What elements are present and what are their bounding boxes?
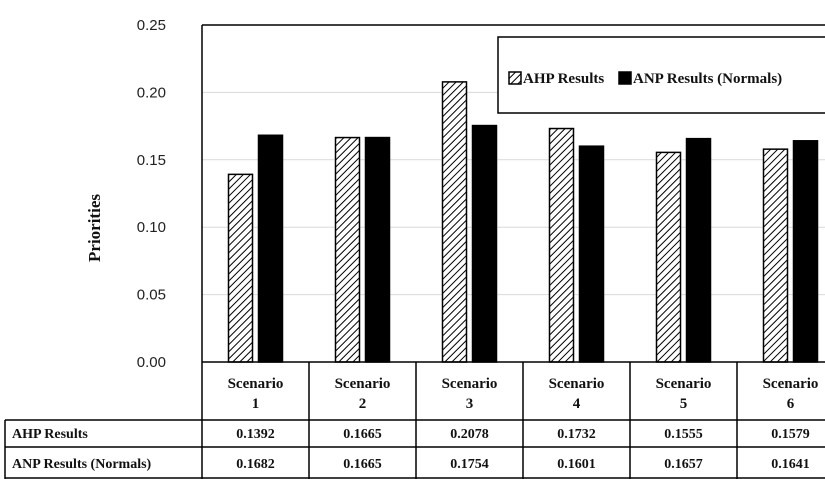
data-label: 0.1682 xyxy=(236,457,275,472)
y-tick-labels: 0.00 0.05 0.10 0.15 0.20 0.25 xyxy=(137,17,166,371)
x-tick-label: 2 xyxy=(359,396,367,412)
bar xyxy=(685,137,712,363)
y-tick-label: 0.10 xyxy=(137,219,166,236)
data-label: 0.1579 xyxy=(771,427,810,442)
bar xyxy=(334,136,361,363)
bar xyxy=(227,173,254,363)
x-tick-label: 6 xyxy=(787,396,795,412)
legend-label: ANP Results (Normals) xyxy=(633,71,782,87)
data-label: 0.2078 xyxy=(450,427,489,442)
data-label: 0.1665 xyxy=(343,427,382,442)
data-label: 0.1601 xyxy=(557,457,596,472)
y-tick-label: 0.00 xyxy=(137,354,166,371)
x-tick-label: Scenario xyxy=(656,376,712,392)
x-tick-label: Scenario xyxy=(442,376,498,392)
legend-swatch xyxy=(508,71,522,85)
bar xyxy=(792,140,819,363)
bars xyxy=(227,81,819,363)
data-table: Scenario 1 Scenario 2 Scenario 3 Scenario 4 Scen… xyxy=(4,362,825,479)
y-tick-label: 0.25 xyxy=(137,17,166,34)
data-label: 0.1665 xyxy=(343,457,382,472)
bar xyxy=(364,136,391,363)
table-row-label: AHP Results xyxy=(12,427,88,442)
x-tick-label: 1 xyxy=(252,396,260,412)
x-tick-label: Scenario xyxy=(549,376,605,392)
data-label: 0.1754 xyxy=(450,457,489,472)
bar xyxy=(762,148,789,363)
x-tick-label: 3 xyxy=(466,396,474,412)
x-tick-label: 5 xyxy=(680,396,688,412)
y-axis-label: Priorities xyxy=(85,194,104,262)
x-tick-label: Scenario xyxy=(763,376,819,392)
data-label: 0.1641 xyxy=(771,457,810,472)
data-label: 0.1732 xyxy=(557,427,596,442)
bar xyxy=(578,145,605,363)
bar xyxy=(471,124,498,363)
legend-label: AHP Results xyxy=(523,71,604,87)
bar xyxy=(655,151,682,363)
x-tick-label: Scenario xyxy=(335,376,391,392)
legend: AHP Results ANP Results (Normals) xyxy=(497,36,825,114)
legend-box xyxy=(497,36,825,114)
data-label: 0.1657 xyxy=(664,457,703,472)
bar xyxy=(548,127,575,363)
table-row-label: ANP Results (Normals) xyxy=(12,457,152,472)
x-tick-label: Scenario xyxy=(228,376,284,392)
y-tick-label: 0.05 xyxy=(137,287,166,304)
legend-swatch xyxy=(618,71,632,85)
bar xyxy=(441,81,468,363)
data-label: 0.1555 xyxy=(664,427,703,442)
y-tick-label: 0.15 xyxy=(137,152,166,169)
data-label: 0.1392 xyxy=(236,427,275,442)
y-tick-label: 0.20 xyxy=(137,84,166,101)
bar xyxy=(257,134,284,363)
x-tick-label: 4 xyxy=(573,396,581,412)
axes xyxy=(201,24,825,363)
